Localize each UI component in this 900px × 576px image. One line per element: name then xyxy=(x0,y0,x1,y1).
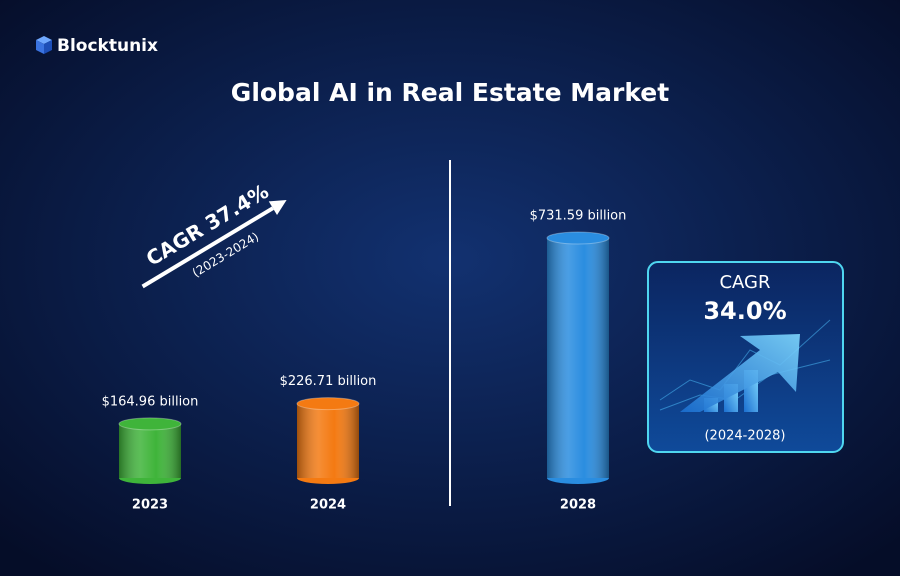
callout-period: (2024-2028) xyxy=(704,429,785,444)
value-label: $164.96 billion xyxy=(102,394,199,409)
bar-cap xyxy=(546,231,610,245)
bar-shade xyxy=(547,238,609,478)
value-label: $226.71 billion xyxy=(280,374,377,389)
brand-logo xyxy=(36,36,52,54)
bar-cap xyxy=(118,417,182,431)
value-label: $731.59 billion xyxy=(530,209,627,224)
bar-shade xyxy=(119,423,181,478)
chart-title: Global AI in Real Estate Market xyxy=(231,78,669,107)
x-tick-label: 2028 xyxy=(560,498,596,513)
x-tick-label: 2024 xyxy=(310,498,346,513)
callout-value: 34.0% xyxy=(703,297,786,325)
callout-title: CAGR xyxy=(719,272,770,293)
brand-name: Blocktunix xyxy=(57,36,158,56)
x-tick-label: 2023 xyxy=(132,498,168,513)
bar-cap xyxy=(296,397,360,411)
cagr-callout: CAGR 34.0% (2024-2028) xyxy=(647,261,844,453)
bar-shade xyxy=(297,403,359,478)
